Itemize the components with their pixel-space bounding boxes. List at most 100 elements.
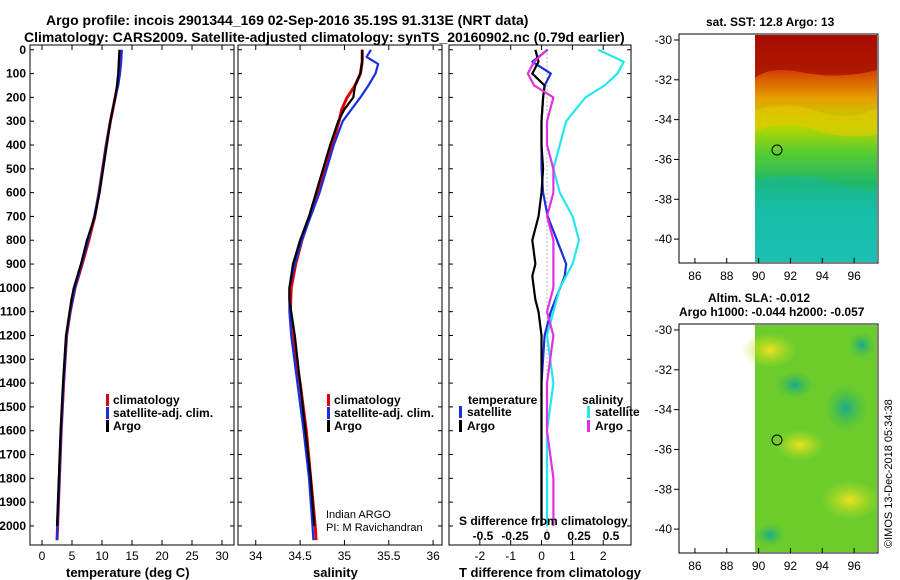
depth-tick-label: 300 — [6, 114, 26, 128]
temperature-xlabel: temperature (deg C) — [66, 565, 190, 580]
map-x-tick-label: 86 — [688, 269, 702, 283]
depth-tick-label: 800 — [6, 233, 26, 247]
depth-tick-label: 2000 — [0, 519, 26, 533]
legend-title-temperature: temperature — [468, 393, 538, 407]
legend-swatch-temp-satellite — [459, 406, 462, 418]
x-tick-label: 34.5 — [288, 549, 312, 563]
series-line-climatology — [288, 49, 364, 541]
sla-heatmap — [742, 325, 880, 552]
sst-map-axes: 86 88 90 92 94 96 -30 -32 -34 -36 -38 -40 — [655, 33, 861, 283]
salinity-x-axis: 34 34.5 35 35.5 36 — [249, 45, 440, 563]
map-y-tick-label: -30 — [655, 323, 673, 337]
x-tick-label: 35 — [338, 549, 352, 563]
sst-cool-patch — [755, 176, 877, 262]
legend-label-sal-satellite: satellite — [595, 405, 640, 419]
legend-label-temp-argo: Argo — [467, 419, 495, 433]
map-x-tick-label: 88 — [720, 559, 734, 573]
x-tick-label: -1 — [505, 549, 516, 563]
legend-swatch-satellite — [106, 407, 109, 419]
depth-tick-label: 0 — [19, 43, 26, 57]
s-difference-axis: -0.5 -0.25 0 0.25 0.5 — [473, 529, 620, 543]
map-y-tick-label: -32 — [655, 363, 673, 377]
map-x-tick-label: 94 — [816, 269, 830, 283]
x-tick-label: 35.5 — [377, 549, 401, 563]
s-tick-label: 0.25 — [567, 529, 591, 543]
legend-swatch-sal-satellite — [587, 406, 590, 418]
difference-x-axis: -2 -1 0 1 2 — [475, 45, 607, 563]
legend-swatch-satellite — [327, 407, 330, 419]
x-tick-label: 20 — [155, 549, 169, 563]
depth-tick-label: 500 — [6, 162, 26, 176]
x-tick-label: -2 — [475, 549, 486, 563]
series-line-temperature-argo — [531, 49, 546, 526]
map-x-tick-label: 96 — [847, 269, 861, 283]
depth-tick-label: 1200 — [0, 328, 26, 342]
legend-label-satellite: satellite-adj. clim. — [334, 406, 434, 420]
depth-tick-label: 1000 — [0, 281, 26, 295]
legend-label-argo: Argo — [113, 419, 141, 433]
s-tick-label: 0.5 — [603, 529, 620, 543]
legend-swatch-climatology — [327, 394, 330, 406]
sla-high-3 — [774, 429, 826, 461]
x-tick-label: 25 — [185, 549, 199, 563]
series-line-satellite-adj-clim- — [55, 49, 123, 541]
x-tick-label: 0 — [538, 549, 545, 563]
depth-tick-label: 200 — [6, 90, 26, 104]
s-tick-label: -0.5 — [473, 529, 494, 543]
depth-tick-label: 1800 — [0, 471, 26, 485]
annotation-pi: PI: M Ravichandran — [326, 522, 423, 534]
credit: ©IMOS 13-Dec-2018 05:34:38 — [883, 399, 895, 548]
sla-argo-marker — [771, 434, 783, 446]
temperature-legend: climatology satellite-adj. clim. Argo — [106, 393, 213, 433]
legend-swatch-argo — [106, 420, 109, 432]
depth-tick-label: 700 — [6, 209, 26, 223]
sla-low-2 — [775, 371, 815, 399]
map-x-tick-label: 90 — [752, 269, 766, 283]
sst-map-title: sat. SST: 12.8 Argo: 13 — [706, 15, 835, 29]
sla-map-subtitle: Argo h1000: -0.044 h2000: -0.057 — [679, 305, 865, 319]
depth-tick-label: 600 — [6, 186, 26, 200]
map-x-tick-label: 86 — [688, 559, 702, 573]
header-line1: Argo profile: incois 2901344_169 02-Sep-… — [46, 12, 528, 28]
depth-tick-label: 1500 — [0, 400, 26, 414]
depth-tick-label: 900 — [6, 257, 26, 271]
map-y-tick-label: -38 — [655, 482, 673, 496]
map-y-tick-label: -36 — [655, 442, 673, 456]
legend-label-argo: Argo — [334, 419, 362, 433]
difference-panel-frame — [448, 44, 632, 546]
salinity-panel-frame — [237, 44, 443, 546]
difference-legend: temperature salinity satellite Argo sate… — [459, 393, 640, 433]
depth-axis: 0 100 200 300 400 500 600 700 800 900 1000 1100 1200… — [0, 43, 631, 533]
sst-heatmap — [755, 35, 877, 262]
salinity-legend: climatology satellite-adj. clim. Argo — [327, 393, 434, 433]
sla-high-1 — [742, 332, 798, 368]
header-line2: Climatology: CARS2009. Satellite-adjuste… — [24, 29, 625, 45]
x-tick-label: 0 — [39, 549, 46, 563]
legend-title-salinity: salinity — [582, 393, 624, 407]
sst-front — [755, 105, 877, 137]
map-x-tick-label: 92 — [784, 269, 798, 283]
map-y-tick-label: -34 — [655, 113, 673, 127]
s-tick-label: 0 — [544, 529, 551, 543]
sla-low-4 — [848, 331, 876, 359]
legend-label-satellite: satellite-adj. clim. — [113, 406, 213, 420]
sla-low-3 — [754, 523, 786, 547]
map-y-tick-label: -40 — [655, 232, 673, 246]
salinity-xlabel: salinity — [313, 565, 359, 580]
x-tick-label: 5 — [69, 549, 76, 563]
depth-tick-label: 1400 — [0, 376, 26, 390]
legend-label-climatology: climatology — [334, 393, 401, 407]
legend-swatch-sal-argo — [587, 420, 590, 432]
depth-tick-label: 1600 — [0, 424, 26, 438]
s-difference-title: S difference from climatology — [459, 514, 628, 528]
map-x-tick-label: 90 — [752, 559, 766, 573]
series-line-argo — [55, 49, 121, 527]
sst-argo-marker — [771, 144, 783, 156]
map-y-tick-label: -38 — [655, 192, 673, 206]
sla-high-2 — [820, 480, 880, 520]
map-x-tick-label: 92 — [784, 559, 798, 573]
depth-tick-label: 1900 — [0, 495, 26, 509]
depth-tick-label: 100 — [6, 67, 26, 81]
annotation-indian-argo: Indian ARGO — [326, 509, 391, 521]
legend-swatch-climatology — [106, 394, 109, 406]
